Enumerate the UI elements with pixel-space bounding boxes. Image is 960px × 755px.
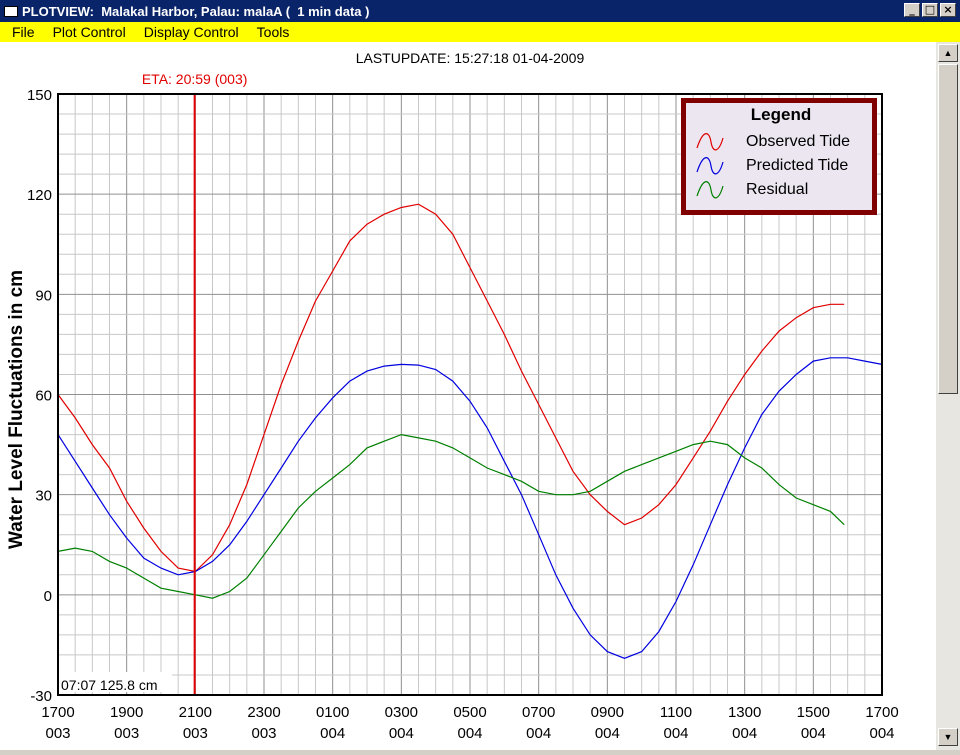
- x-tick-time-label: 1100: [660, 704, 692, 721]
- y-tick-label: 150: [27, 87, 52, 104]
- plot-frame: [57, 93, 883, 696]
- x-tick-time-label: 1500: [797, 704, 830, 721]
- legend-title: Legend: [751, 105, 811, 124]
- x-tick-time-label: 1900: [110, 704, 143, 721]
- menu-display-control[interactable]: Display Control: [143, 24, 239, 40]
- y-tick-label: -30: [30, 688, 52, 705]
- x-tick-day-label: 003: [251, 725, 276, 742]
- x-tick-day-label: 004: [869, 725, 894, 742]
- last-update-label: LASTUPDATE: 15:27:18 01-04-2009: [356, 50, 585, 66]
- tide-chart: LASTUPDATE: 15:27:18 01-04-2009 ETA: 20:…: [6, 50, 899, 742]
- eta-label: ETA: 20:59 (003): [142, 71, 248, 87]
- plot-area: LASTUPDATE: 15:27:18 01-04-2009 ETA: 20:…: [0, 42, 936, 750]
- x-tick-day-label: 004: [526, 725, 551, 742]
- x-tick-time-label: 2100: [179, 704, 212, 721]
- legend-item-label: Observed Tide: [746, 133, 850, 150]
- x-tick-time-label: 0900: [591, 704, 624, 721]
- x-tick-time-label: 0700: [522, 704, 555, 721]
- menu-plot-control[interactable]: Plot Control: [52, 24, 126, 40]
- y-tick-label: 90: [35, 287, 52, 304]
- x-tick-time-label: 1700: [41, 704, 74, 721]
- minimize-button[interactable]: _: [904, 3, 920, 17]
- x-tick-day-label: 004: [801, 725, 826, 742]
- y-tick-label: 30: [35, 488, 52, 505]
- x-tick-time-label: 1300: [728, 704, 761, 721]
- menu-tools[interactable]: Tools: [256, 24, 290, 40]
- legend-item-label: Predicted Tide: [746, 157, 848, 174]
- window-title: PLOTVIEW: Malakal Harbor, Palau: malaA (…: [22, 3, 370, 19]
- menu-file[interactable]: File: [12, 24, 35, 40]
- legend-wave-icon: [696, 181, 724, 199]
- x-tick-day-label: 004: [320, 725, 345, 742]
- y-axis-label: Water Level Fluctuations in cm: [6, 270, 27, 549]
- x-tick-day-label: 004: [389, 725, 414, 742]
- x-tick-day-label: 004: [457, 725, 482, 742]
- x-tick-time-label: 2300: [247, 704, 280, 721]
- x-tick-day-label: 004: [595, 725, 620, 742]
- x-tick-time-label: 0500: [453, 704, 486, 721]
- window-controls: _ □ ×: [904, 3, 956, 17]
- series-line-observed-tide: [57, 203, 845, 573]
- x-tick-day-label: 003: [114, 725, 139, 742]
- maximize-button[interactable]: □: [922, 3, 938, 17]
- cursor-readout-bg: [59, 672, 172, 692]
- y-tick-label: 0: [44, 588, 52, 605]
- legend-box: [686, 103, 872, 210]
- menu-bar: File Plot Control Display Control Tools: [0, 22, 960, 42]
- x-tick-time-label: 0300: [385, 704, 418, 721]
- legend-wave-icon: [696, 157, 724, 175]
- eta-layer: ETA: 20:59 (003): [142, 71, 248, 695]
- x-tick-day-label: 003: [183, 725, 208, 742]
- x-tick-day-label: 003: [45, 725, 70, 742]
- title-bar: PLOTVIEW: Malakal Harbor, Palau: malaA (…: [0, 0, 960, 22]
- legend: Legend Observed Tide Predicted Tide Residu…: [681, 98, 877, 215]
- x-tick-day-label: 004: [732, 725, 757, 742]
- scroll-down-arrow-icon[interactable]: ▼: [938, 728, 958, 746]
- x-tick-labels: 1700 003 1900 003 2100 003 2300 003 0100 004 0300 0…: [41, 704, 898, 742]
- legend-items: Observed Tide Predicted Tide Residual: [696, 133, 850, 199]
- x-tick-day-label: 004: [663, 725, 688, 742]
- window-app-icon: [4, 5, 18, 17]
- x-tick-time-label: 1700: [865, 704, 898, 721]
- legend-item-label: Residual: [746, 181, 808, 198]
- scroll-thumb[interactable]: [938, 64, 958, 394]
- y-tick-labels: 150 120 90 60 30 0 -30: [27, 87, 52, 705]
- series-line-residual: [57, 433, 845, 599]
- vertical-scrollbar[interactable]: ▲ ▼: [936, 42, 960, 750]
- legend-wave-icon: [696, 133, 724, 151]
- y-tick-label: 120: [27, 187, 52, 204]
- x-tick-time-label: 0100: [316, 704, 349, 721]
- scroll-up-arrow-icon[interactable]: ▲: [938, 44, 958, 62]
- y-tick-label: 60: [35, 388, 52, 405]
- cursor-readout: 07:07 125.8 cm: [61, 677, 158, 693]
- close-button[interactable]: ×: [940, 3, 956, 17]
